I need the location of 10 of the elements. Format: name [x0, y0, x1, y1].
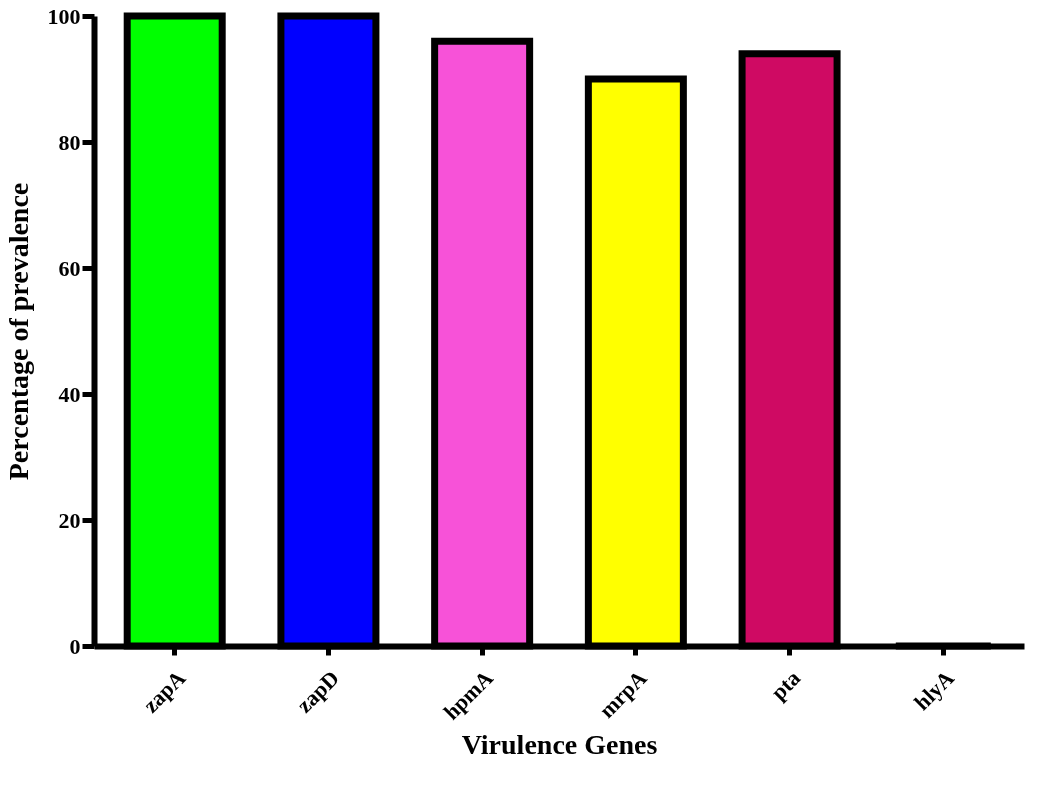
y-axis-title: Percentage of prevalence: [2, 182, 34, 481]
y-tick-label: 60: [58, 255, 81, 281]
y-tick-label: 0: [69, 633, 81, 659]
x-tick-label: pta: [765, 665, 806, 705]
y-tick-label: 20: [58, 507, 81, 533]
y-tick-label: 40: [58, 381, 81, 407]
x-tick-label: hlyA: [909, 665, 959, 716]
y-tick-label: 80: [58, 129, 81, 155]
x-axis-title: Virulence Genes: [461, 728, 658, 760]
y-tick-label: 100: [47, 3, 81, 29]
